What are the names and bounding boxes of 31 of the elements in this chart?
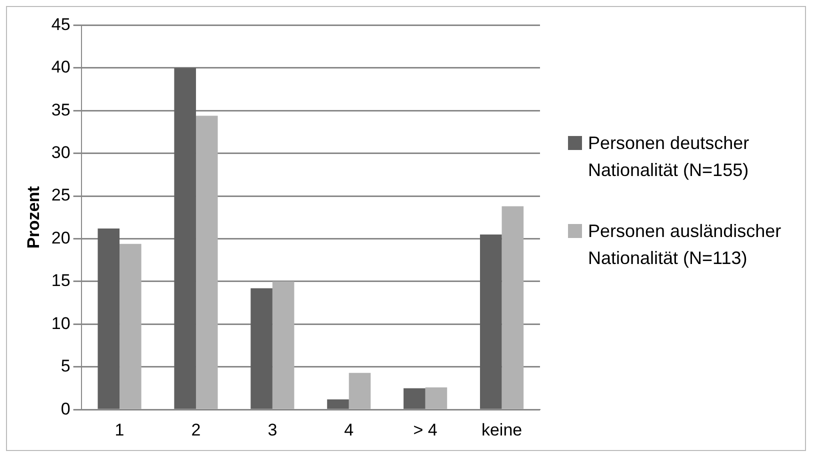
legend-label: Personen ausländischer Nationalität (N=113) bbox=[588, 220, 782, 270]
legend-label: Personen deutscher Nationalität (N=155) bbox=[588, 132, 750, 182]
x-tick-label: 4 bbox=[344, 420, 354, 440]
y-axis-title: Prozent bbox=[24, 186, 43, 249]
bar bbox=[174, 68, 196, 409]
x-tick-label: 2 bbox=[191, 420, 201, 440]
bar bbox=[272, 281, 294, 409]
y-tick-label: 25 bbox=[51, 186, 70, 205]
bar bbox=[120, 244, 142, 409]
bar bbox=[502, 206, 524, 409]
bar bbox=[480, 234, 502, 409]
y-tick-label: 20 bbox=[51, 228, 70, 248]
bar bbox=[196, 116, 218, 409]
bar bbox=[425, 387, 448, 409]
x-tick-label: 1 bbox=[114, 420, 124, 440]
y-tick-label: 15 bbox=[51, 271, 70, 290]
y-tick-label: 35 bbox=[51, 100, 70, 120]
bar bbox=[404, 388, 426, 409]
bar bbox=[250, 288, 272, 409]
y-tick-label: 0 bbox=[60, 399, 70, 418]
y-tick-label: 45 bbox=[51, 14, 70, 34]
bar bbox=[98, 228, 120, 409]
x-tick-label: 3 bbox=[268, 420, 278, 440]
y-tick-label: 5 bbox=[60, 356, 70, 376]
y-tick-label: 30 bbox=[51, 143, 70, 162]
y-tick-label: 40 bbox=[51, 58, 70, 77]
x-tick-label: > 4 bbox=[413, 420, 438, 440]
x-tick-label: keine bbox=[481, 420, 522, 440]
bar bbox=[348, 372, 371, 409]
y-tick-label: 10 bbox=[51, 314, 70, 333]
bar bbox=[327, 399, 349, 409]
